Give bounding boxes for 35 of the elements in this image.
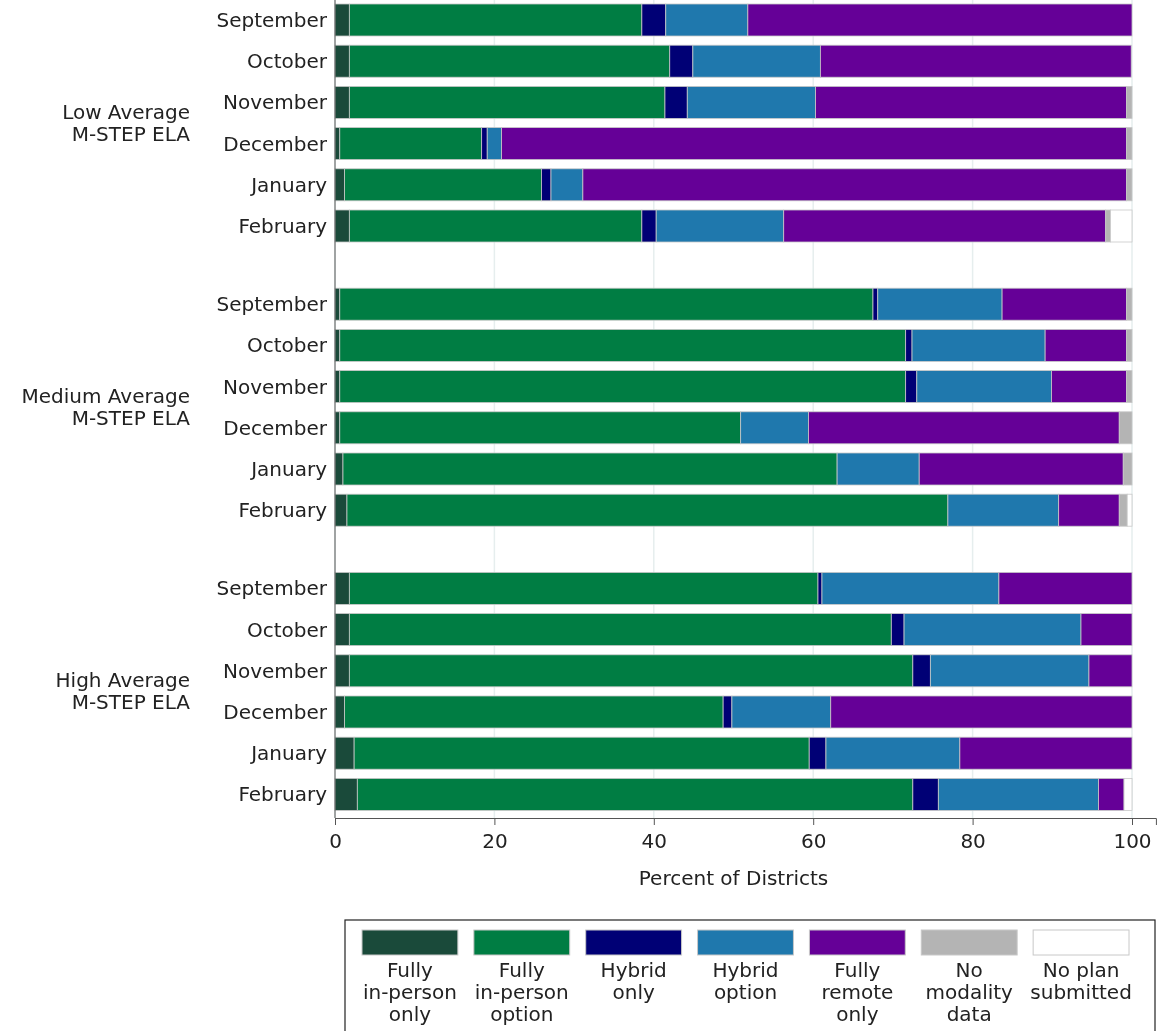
y-tick-label: December — [223, 131, 328, 156]
y-tick-label: November — [222, 90, 328, 115]
y-tick-label: October — [246, 49, 328, 74]
y-tick-label: December — [223, 415, 328, 440]
legend-label: Fully in-person only — [362, 958, 457, 1026]
y-tick-label: February — [238, 782, 328, 807]
text: Medium Average M-STEP ELA — [21, 384, 191, 431]
x-tick-label: 60 — [800, 829, 827, 853]
legend-label: Fully in-person option — [474, 958, 569, 1026]
y-tick-label: November — [222, 658, 328, 683]
x-tick-label: 0 — [329, 829, 342, 853]
legend-label: Hybrid option — [712, 958, 779, 1004]
x-tick-label: 80 — [960, 829, 986, 853]
y-tick-label: January — [249, 741, 328, 766]
text: Low Average M-STEP ELA — [62, 100, 191, 146]
legend-label: No plan submitted — [1030, 958, 1132, 1004]
y-tick-label: January — [249, 172, 328, 197]
y-tick-label: September — [216, 292, 328, 317]
legend-label: Hybrid only — [600, 958, 667, 1004]
legend-label: No modality data — [925, 958, 1014, 1026]
x-tick-label: 100 — [1113, 829, 1152, 853]
x-tick-label: 40 — [641, 829, 668, 853]
y-tick-label: February — [238, 498, 328, 523]
y-tick-label: October — [246, 617, 328, 642]
y-tick-label: September — [216, 576, 328, 601]
legend-label: Fully remote only — [821, 958, 894, 1026]
y-tick-label: February — [238, 214, 328, 238]
text: High Average M-STEP ELA — [55, 668, 191, 715]
y-tick-label: January — [249, 457, 328, 481]
x-tick-label: 20 — [482, 829, 508, 853]
y-tick-label: September — [216, 8, 328, 32]
x-axis-title: Percent of Districts — [638, 866, 829, 890]
y-tick-label: December — [223, 700, 328, 724]
y-tick-label: October — [246, 333, 328, 358]
y-tick-label: November — [222, 374, 328, 399]
